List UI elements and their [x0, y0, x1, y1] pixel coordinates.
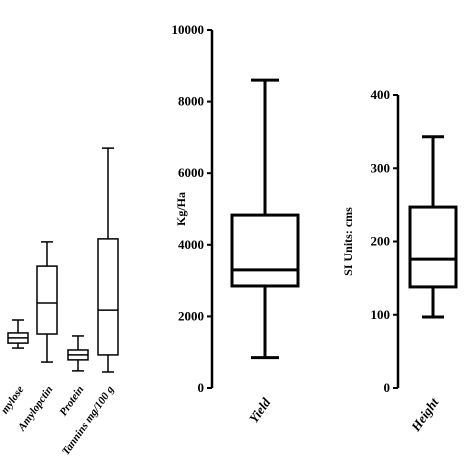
y-tick-label: 0: [384, 380, 391, 395]
x-tick-label: mylose: [0, 384, 27, 417]
x-tick-label: Height: [407, 395, 441, 435]
y-tick-label: 6000: [178, 165, 204, 180]
box: [408, 205, 458, 289]
y-tick-label: 400: [371, 87, 391, 102]
y-axis-label: SI Units: cms: [341, 207, 355, 276]
y-tick-label: 8000: [178, 94, 204, 109]
box: [230, 213, 300, 288]
box: [36, 265, 58, 335]
y-tick-label: 300: [371, 160, 391, 175]
y-tick-label: 0: [198, 380, 205, 395]
y-tick-label: 10000: [172, 22, 205, 37]
y-tick-label: 4000: [178, 237, 204, 252]
box: [97, 238, 119, 356]
y-tick-label: 2000: [178, 308, 204, 323]
x-tick-label: Protein: [57, 384, 86, 418]
y-tick-label: 200: [371, 234, 391, 249]
y-axis-label: Kg/Ha: [174, 192, 188, 226]
x-tick-label: Yield: [246, 395, 274, 426]
y-tick-label: 100: [371, 307, 391, 322]
